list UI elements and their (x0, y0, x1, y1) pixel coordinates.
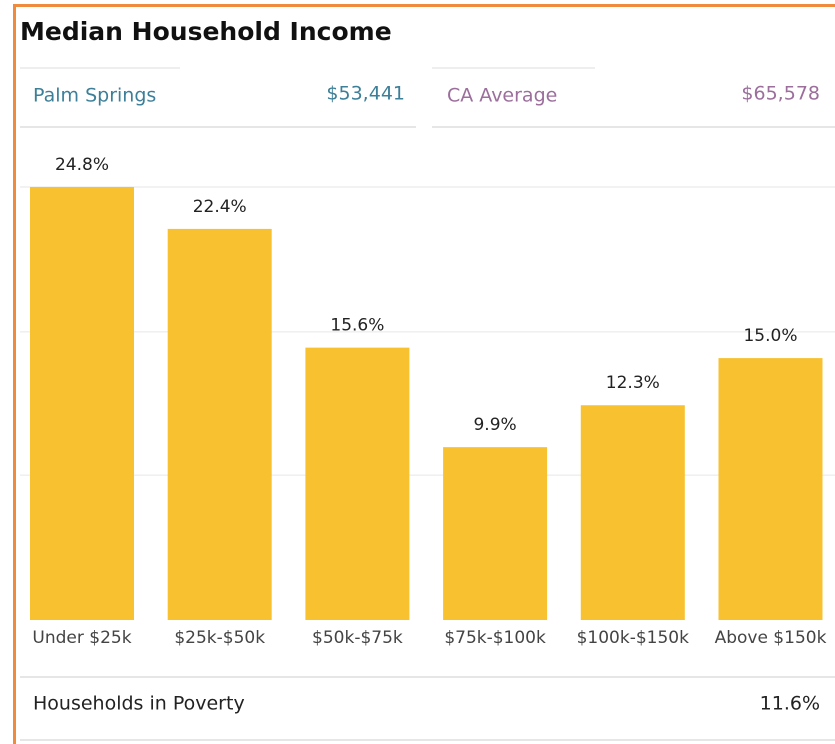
footer-label: Households in Poverty (33, 693, 245, 715)
border-left (13, 4, 16, 744)
value-label: 15.0% (743, 326, 797, 346)
border-top (14, 4, 835, 7)
x-tick-label: Above $150k (715, 628, 827, 648)
stat-value: $65,578 (741, 83, 820, 105)
bar (443, 447, 548, 620)
stat-label: Palm Springs (33, 85, 156, 107)
bar (305, 347, 410, 620)
x-tick-label: $50k-$75k (312, 628, 403, 648)
bar (30, 187, 134, 620)
value-label: 15.6% (330, 316, 384, 336)
x-tick-label: Under $25k (32, 628, 131, 648)
value-label: 24.8% (55, 155, 109, 175)
value-label: 9.9% (473, 415, 516, 435)
x-tick-label: $75k-$100k (444, 628, 546, 648)
bar (718, 358, 823, 620)
value-label: 22.4% (193, 197, 247, 217)
chart: 24.8% Under $25k 22.4% $25k-$50k 15.6% $50k-$… (20, 155, 835, 648)
bar (580, 405, 685, 620)
x-tick-label: $25k-$50k (174, 628, 265, 648)
bar (167, 228, 272, 620)
value-label: 12.3% (606, 373, 660, 393)
footer-value: 11.6% (760, 693, 820, 715)
stat-value: $53,441 (326, 83, 405, 105)
title: Median Household Income (20, 17, 392, 46)
x-tick-label: $100k-$150k (577, 628, 690, 648)
stat-label: CA Average (447, 85, 557, 107)
